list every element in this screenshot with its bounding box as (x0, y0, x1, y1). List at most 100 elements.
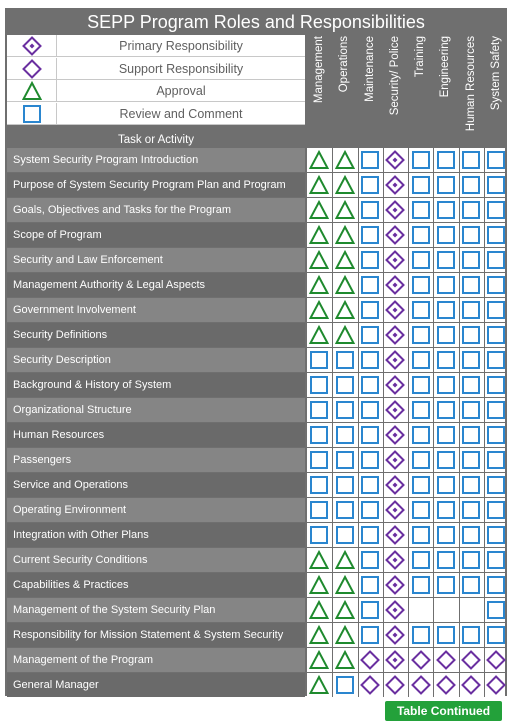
table-row-label: Government Involvement (7, 298, 305, 322)
square-icon (458, 548, 483, 572)
square-icon (357, 398, 382, 422)
square-icon (357, 598, 382, 622)
table-row (307, 473, 506, 497)
diamond-icon (433, 648, 457, 672)
square-icon (433, 548, 457, 572)
square-icon (408, 198, 432, 222)
triangle-icon (332, 248, 356, 272)
square-icon (433, 223, 457, 247)
table-row-label: Passengers (7, 448, 305, 472)
triangle-icon (307, 548, 331, 572)
table-row-label: Capabilities & Practices (7, 573, 305, 597)
square-icon (408, 448, 432, 472)
square-icon (332, 498, 356, 522)
square-icon (433, 198, 457, 222)
triangle-icon (332, 323, 356, 347)
diamond-dot-icon (382, 298, 407, 322)
triangle-icon (307, 298, 331, 322)
table-row-label: Security Description (7, 348, 305, 372)
square-icon (483, 273, 508, 297)
triangle-icon (332, 223, 356, 247)
table-row (307, 373, 506, 397)
table-row (307, 673, 507, 697)
legend-label: Primary Responsibility (119, 39, 243, 53)
square-icon (332, 423, 356, 447)
square-icon (433, 448, 457, 472)
triangle-icon (307, 248, 331, 272)
table-row (307, 148, 506, 172)
square-icon (483, 598, 508, 622)
square-icon (332, 398, 356, 422)
square-icon (483, 498, 508, 522)
table-row-label: Security and Law Enforcement (7, 248, 305, 272)
table-row-label: Operating Environment (7, 498, 305, 522)
square-icon (332, 348, 356, 372)
square-icon (357, 323, 382, 347)
task-column-header: Task or Activity (117, 134, 195, 146)
diamond-icon (408, 673, 432, 697)
square-icon (307, 523, 331, 547)
square-icon (332, 373, 356, 397)
square-icon (458, 298, 483, 322)
square-icon (433, 573, 457, 597)
diamond-dot-icon (382, 648, 407, 672)
square-icon (483, 223, 508, 247)
diamond-dot-icon (382, 373, 407, 397)
square-icon (357, 573, 382, 597)
diamond-dot-icon (382, 223, 407, 247)
square-icon (357, 298, 382, 322)
square-icon (307, 373, 331, 397)
table-row (307, 523, 506, 547)
diamond-icon (357, 673, 382, 697)
square-icon (332, 673, 356, 697)
diamond-dot-icon (382, 473, 407, 497)
diamond-dot-icon (382, 273, 407, 297)
square-icon (433, 248, 457, 272)
table-row-label: System Security Program Introduction (7, 148, 305, 172)
triangle-icon (332, 573, 356, 597)
diamond-icon (7, 57, 57, 80)
table-row-label: Goals, Objectives and Tasks for the Prog… (7, 198, 305, 222)
square-icon (433, 473, 457, 497)
square-icon (357, 148, 382, 172)
square-icon (408, 548, 432, 572)
diamond-dot-icon (382, 323, 407, 347)
square-icon (458, 623, 483, 647)
legend-label: Review and Comment (119, 106, 243, 121)
triangle-icon (332, 148, 356, 172)
square-icon (408, 573, 432, 597)
square-icon (357, 548, 382, 572)
square-icon (458, 248, 483, 272)
square-icon (408, 473, 432, 497)
square-icon (408, 398, 432, 422)
triangle-icon (307, 198, 331, 222)
column-header: System Safety (484, 36, 508, 146)
diamond-dot-icon (382, 398, 407, 422)
column-header-label: System Safety (489, 36, 502, 111)
table-continued-button[interactable]: Table Continued (385, 701, 502, 721)
diamond-dot-icon (382, 423, 407, 447)
triangle-icon (332, 548, 356, 572)
table-row (307, 423, 506, 447)
column-header: Management (307, 36, 331, 146)
triangle-icon (332, 298, 356, 322)
square-icon (357, 523, 382, 547)
diamond-icon (433, 673, 457, 697)
square-icon (433, 273, 457, 297)
table-row (307, 323, 506, 347)
triangle-icon (332, 598, 356, 622)
square-icon (332, 473, 356, 497)
square-icon (458, 573, 483, 597)
square-icon (483, 173, 508, 197)
triangle-icon (307, 673, 331, 697)
column-header: Engineering (433, 36, 457, 146)
table-row-label: Organizational Structure (7, 398, 305, 422)
square-icon (332, 523, 356, 547)
square-icon (483, 398, 508, 422)
square-icon (408, 498, 432, 522)
square-icon (433, 373, 457, 397)
legend-label: Support Responsibility (118, 61, 244, 76)
square-icon (458, 523, 483, 547)
square-icon (408, 323, 432, 347)
square-icon (357, 448, 382, 472)
